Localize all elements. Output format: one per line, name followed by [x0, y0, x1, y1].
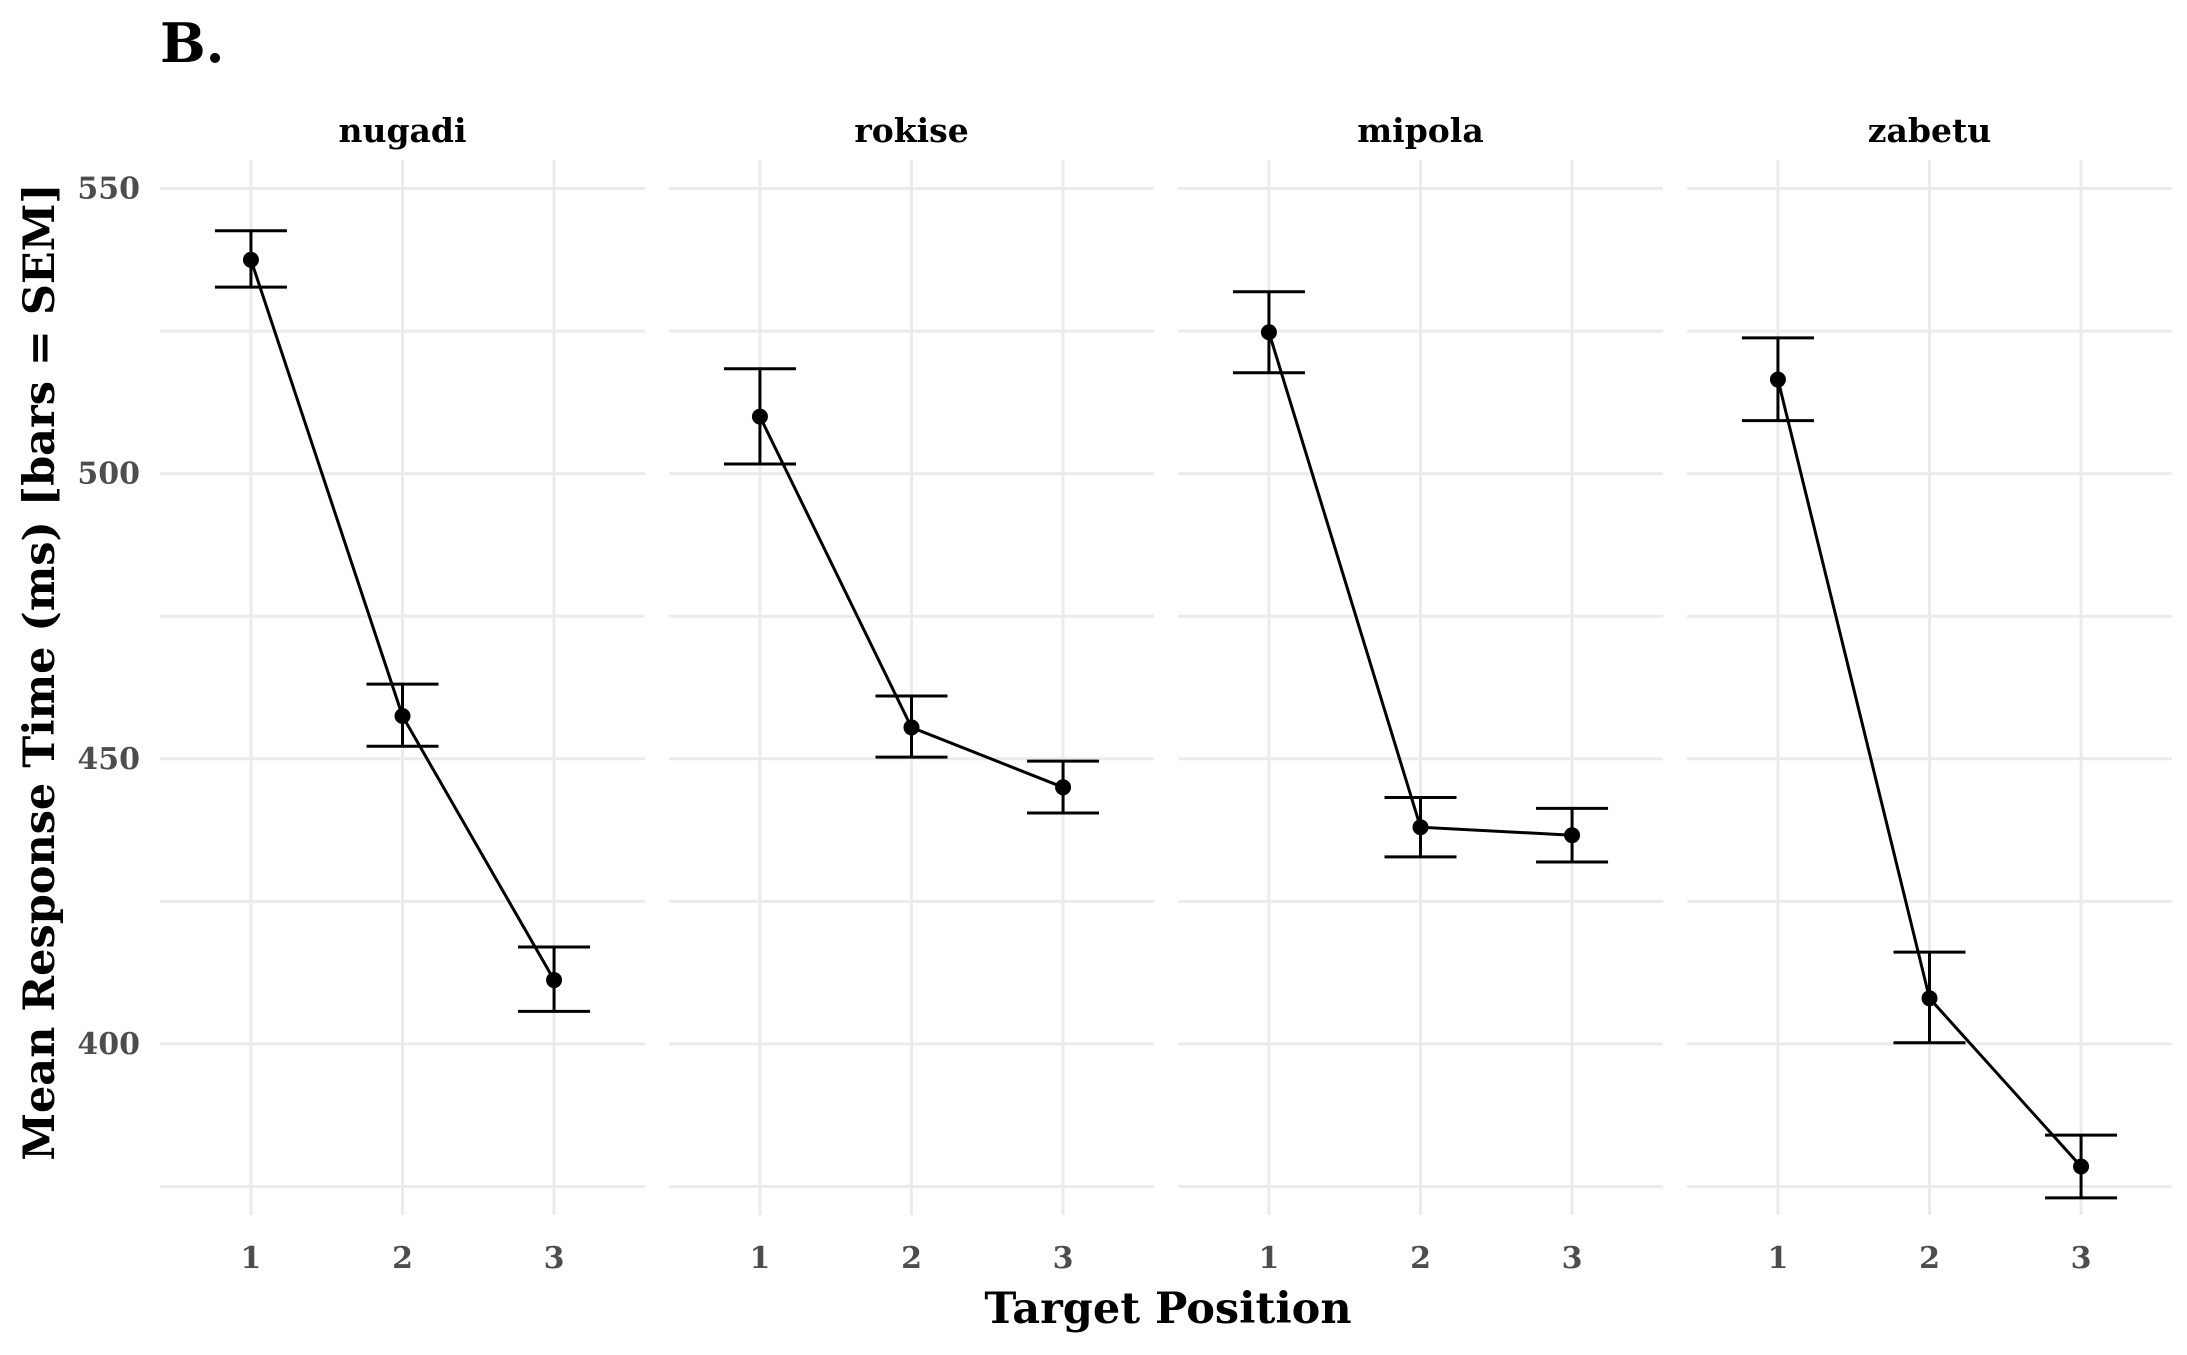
data-point	[546, 972, 563, 989]
x-tick-label: 2	[1919, 1241, 1940, 1276]
y-tick-label: 500	[77, 457, 140, 492]
x-tick-label: 1	[750, 1241, 771, 1276]
x-tick-label: 3	[1562, 1241, 1583, 1276]
data-point	[1412, 819, 1429, 836]
facet-panels: nugadi 1 2 3 rokise 1 2 3 mipola 1 2 3 zabetu 1 2 3	[160, 111, 2172, 1276]
data-point	[1055, 779, 1072, 796]
data-point	[242, 251, 259, 268]
data-point	[1260, 324, 1277, 341]
figure-label: B.	[160, 11, 224, 75]
x-tick-label: 2	[392, 1241, 413, 1276]
y-tick-label: 450	[77, 742, 140, 777]
data-point	[903, 719, 920, 736]
x-tick-label: 3	[544, 1241, 565, 1276]
x-tick-label: 1	[1259, 1241, 1280, 1276]
x-axis-title: Target Position	[984, 1284, 1351, 1334]
facet-panel-rokise: rokise 1 2 3	[669, 111, 1154, 1276]
data-point	[2073, 1158, 2090, 1175]
y-axis: 400 450 500 550	[77, 172, 140, 1062]
x-tick-label: 2	[901, 1241, 922, 1276]
facet-panel-mipola: mipola 1 2 3	[1178, 111, 1663, 1276]
x-tick-label: 1	[241, 1241, 262, 1276]
y-axis-title: Mean Response Time (ms) [bars = SEM]	[15, 183, 65, 1160]
panel-label: mipola	[1357, 111, 1483, 150]
y-tick-label: 400	[77, 1027, 140, 1062]
data-point	[751, 408, 768, 425]
data-point	[1564, 827, 1581, 844]
y-tick-label: 550	[77, 172, 140, 207]
data-point	[1769, 371, 1786, 388]
panel-label: zabetu	[1868, 111, 1991, 150]
panel-label: nugadi	[338, 111, 466, 150]
x-tick-label: 3	[2071, 1241, 2092, 1276]
data-point	[394, 708, 411, 725]
data-point	[1921, 990, 1938, 1007]
x-tick-label: 2	[1410, 1241, 1431, 1276]
facet-panel-nugadi: nugadi 1 2 3	[160, 111, 645, 1276]
panel-label: rokise	[854, 111, 968, 150]
x-tick-label: 1	[1768, 1241, 1789, 1276]
facet-panel-zabetu: zabetu 1 2 3	[1687, 111, 2172, 1276]
x-tick-label: 3	[1053, 1241, 1074, 1276]
